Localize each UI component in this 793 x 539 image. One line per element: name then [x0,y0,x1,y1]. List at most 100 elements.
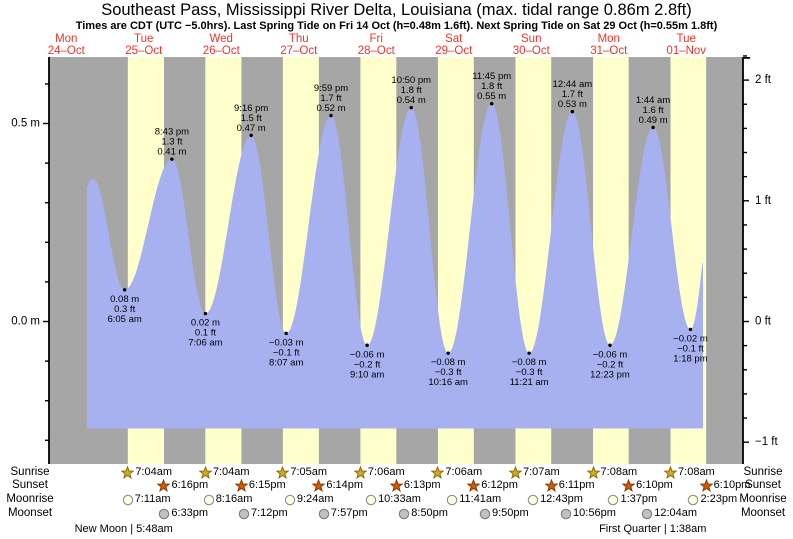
tide-curve [86,103,703,429]
tide-dot [284,331,288,336]
sunset-star-icon [467,479,481,492]
astro-event-sunrise: 7:06am [353,465,405,479]
day-label: Mon 24–Oct [27,33,105,57]
astro-event-sunset: 6:12pm [467,479,518,492]
astro-event-sunset: 6:11pm [544,479,595,492]
tide-annotation-low: −0.03 m −0.1 ft 8:07 am [269,337,304,368]
y-axis-label-left: 0.5 m [11,118,40,130]
astro-event-moonset: 7:12pm [238,507,288,520]
tide-annotation-line: 0.1 ft [195,328,216,339]
tide-annotation-line: 0.3 ft [114,304,135,315]
astro-event-moonset: 10:56pm [560,507,616,520]
tide-annotation-line: 11:45 pm [472,71,511,82]
moonset-time: 12:04am [654,507,698,519]
astro-event-sunset: 6:10pm [622,479,673,492]
day-date: 27–Oct [280,45,318,57]
tide-annotation-line: 0.55 m [477,91,506,102]
sunrise-label-right: Sunrise [743,465,783,478]
y-axis-label-right: −1 ft [755,436,779,448]
tide-annotation-low: −0.06 m −0.2 ft 12:23 pm [590,349,630,380]
tide-annotation-line: −0.06 m [593,349,628,360]
tide-annotation-low: 0.08 m 0.3 ft 6:05 am [107,294,141,325]
sunrise-time: 7:08am [600,465,638,478]
tide-dot [489,102,494,106]
moonrise-time: 8:16am [215,493,253,505]
moonset-circle-icon [398,508,410,520]
astro-event-sunrise: 7:07am [508,465,560,479]
tide-annotation-line: 1.3 ft [161,137,182,148]
tide-annotation-line: 1.8 ft [481,81,502,92]
tide-annotation-line: 9:10 am [350,369,384,380]
sunrise-star-icon [508,465,522,479]
sunset-star-icon [699,479,713,492]
tide-dot [122,288,127,292]
sunset-label-left: Sunset [12,479,48,491]
sunrise-star-icon [664,465,678,479]
tide-annotation-line: 9:59 pm [314,83,348,94]
tide-annotation-line: 0.53 m [558,99,587,110]
astro-row-sunrise: Sunrise Sunrise 7:04am 7:04am 7:05am 7:06am 7:… [0,465,793,479]
tide-annotation-line: 1.7 ft [320,93,341,104]
astro-event-moonrise: 9:24am [284,493,334,506]
moonrise-circle-icon [203,494,215,506]
tide-annotation-line: 7:06 am [188,338,222,349]
sunset-star-icon [157,479,171,492]
moonset-circle-icon [238,508,250,520]
sunrise-time: 7:04am [212,465,250,478]
sunrise-time: 7:05am [290,465,328,478]
y-axis-label-right: 2 ft [755,74,772,86]
page-title: Southeast Pass, Mississippi River Delta,… [101,1,692,19]
sunset-star-icon [389,479,403,492]
astro-event-sunrise: 7:04am [198,465,250,479]
day-name: Wed [209,33,233,45]
moonrise-circle-icon [284,494,296,506]
day-date: 30–Oct [512,45,550,57]
tide-dot [203,311,208,316]
tide-annotation-low: −0.08 m −0.3 ft 10:16 am [428,357,468,388]
tide-annotation-high: 10:50 pm 1.8 ft 0.54 m [391,75,431,106]
astro-event-moonrise: 11:41am [446,493,501,506]
tide-annotation-low: −0.08 m −0.3 ft 11:21 am [510,357,549,388]
tide-annotation-line: 0.41 m [157,147,186,158]
moonrise-circle-icon [607,494,619,506]
y-axis-label-right: 0 ft [755,316,772,328]
day-date: 31–Oct [590,45,628,57]
day-name: Sun [521,33,542,45]
day-name: Tue [134,33,154,45]
tide-annotation-line: −0.08 m [512,357,547,368]
moonset-time: 9:50pm [492,507,529,519]
sunrise-star-icon [353,465,367,479]
moonrise-time: 2:23pm [700,493,738,505]
sunset-star-icon [312,479,326,492]
tide-dot [651,125,655,130]
sunrise-time: 7:04am [135,465,173,478]
astro-event-sunset: 6:13pm [389,479,441,492]
astro-event-moonrise: 12:43pm [527,493,583,506]
tide-dot [329,113,333,118]
tide-annotation-line: 1:44 am [636,95,670,106]
tide-annotation-line: 0.02 m [191,318,220,329]
astro-event-moonrise: 1:37pm [607,493,657,506]
day-date: 01–Nov [666,45,707,57]
tide-annotation-high: 8:43 pm 1.3 ft 0.41 m [155,127,189,158]
day-name: Mon [55,33,78,45]
day-label: Sun 30–Oct [492,33,570,57]
y-axis-label-left: 0.0 m [11,316,40,328]
sunrise-star-icon [276,465,290,479]
moonset-time: 7:12pm [251,507,288,519]
tide-annotation-line: 8:43 pm [155,127,189,138]
sunset-time: 6:16pm [171,479,209,491]
sunset-time: 6:11pm [558,479,595,491]
sunrise-time: 7:08am [678,465,715,478]
day-name: Tue [676,33,696,45]
astro-event-moonset: 7:57pm [318,507,368,520]
moonrise-circle-icon [122,494,134,506]
day-name: Thu [288,33,309,45]
astro-event-sunrise: 7:04am [121,465,173,479]
day-name: Mon [597,33,620,45]
tide-annotation-line: 1.7 ft [562,89,583,100]
tide-annotation-line: 11:21 am [510,377,549,388]
moon-phase-label: First Quarter | 1:38am [599,522,707,535]
